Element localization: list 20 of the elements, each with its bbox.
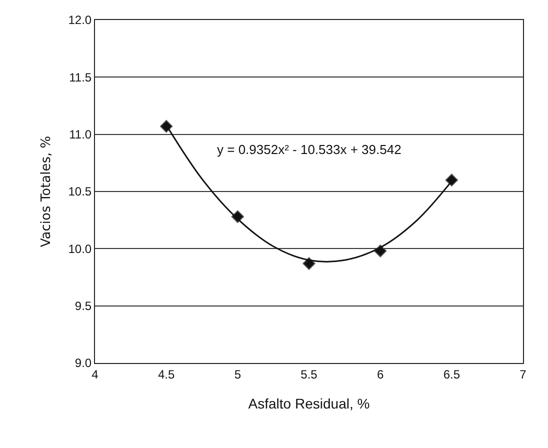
point [160, 120, 173, 133]
x-tick-label: 5.5 [300, 367, 318, 382]
y-axis-title: Vacios Totales, % [39, 136, 54, 248]
x-axis-title: Asfalto Residual, % [248, 396, 370, 412]
annotation: y = 0.9352x² - 10.533x + 39.542 [217, 142, 402, 157]
x-tick-label: 5 [234, 367, 242, 382]
y-tick-label: 11.5 [69, 70, 92, 84]
x-tick-label: 4 [92, 367, 99, 382]
y-tick-label: 9.5 [74, 299, 92, 314]
y-tick-label: 10.5 [68, 184, 92, 199]
y-tick-label: 12.0 [68, 13, 92, 28]
x-tick-label: 6 [376, 367, 384, 382]
y-tick-label: 11.0 [69, 128, 92, 142]
point [302, 257, 316, 270]
point [445, 174, 458, 186]
x-tick-label: 7 [520, 367, 527, 382]
y-tick-label: 10.0 [68, 242, 92, 256]
x-tick-label: 4.5 [158, 367, 175, 382]
x-tick-label: 6.5 [443, 367, 460, 382]
y-tick-label: 9.0 [74, 356, 92, 370]
